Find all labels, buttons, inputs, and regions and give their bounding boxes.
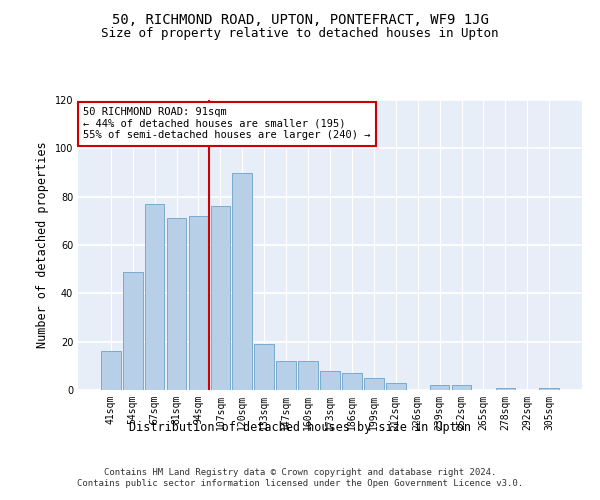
Bar <box>232 172 252 390</box>
Y-axis label: Number of detached properties: Number of detached properties <box>36 142 49 348</box>
Bar <box>211 206 230 390</box>
Text: Contains HM Land Registry data © Crown copyright and database right 2024.
Contai: Contains HM Land Registry data © Crown c… <box>77 468 523 487</box>
Bar <box>539 388 559 390</box>
Bar <box>254 344 274 390</box>
Bar <box>123 272 143 390</box>
Bar <box>364 378 384 390</box>
Bar <box>342 373 362 390</box>
Bar <box>188 216 208 390</box>
Bar <box>430 385 449 390</box>
Text: 50 RICHMOND ROAD: 91sqm
← 44% of detached houses are smaller (195)
55% of semi-d: 50 RICHMOND ROAD: 91sqm ← 44% of detache… <box>83 108 371 140</box>
Bar <box>452 385 472 390</box>
Bar <box>167 218 187 390</box>
Bar <box>320 370 340 390</box>
Bar <box>101 352 121 390</box>
Bar <box>145 204 164 390</box>
Bar <box>496 388 515 390</box>
Bar <box>386 383 406 390</box>
Text: Size of property relative to detached houses in Upton: Size of property relative to detached ho… <box>101 28 499 40</box>
Bar <box>276 361 296 390</box>
Bar <box>298 361 318 390</box>
Text: Distribution of detached houses by size in Upton: Distribution of detached houses by size … <box>129 421 471 434</box>
Text: 50, RICHMOND ROAD, UPTON, PONTEFRACT, WF9 1JG: 50, RICHMOND ROAD, UPTON, PONTEFRACT, WF… <box>112 12 488 26</box>
